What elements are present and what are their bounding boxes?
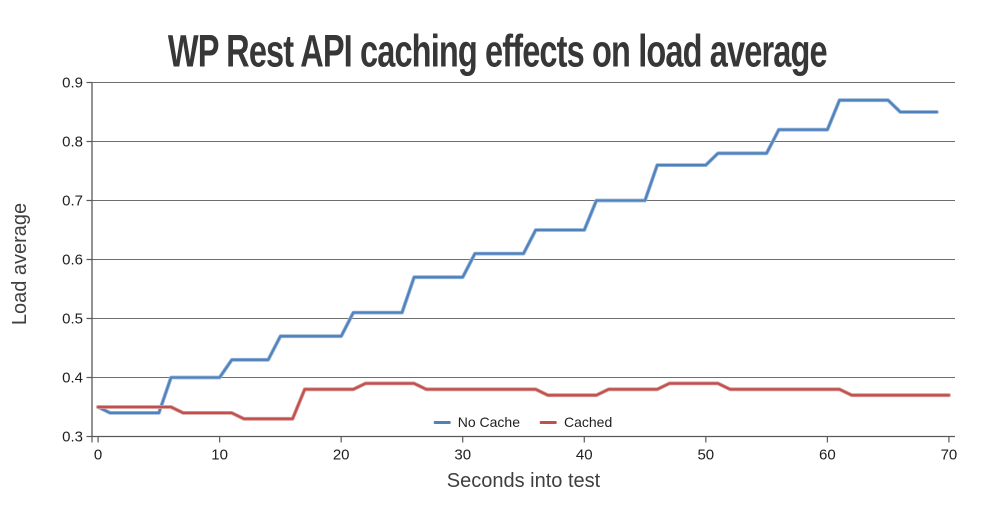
x-tick-label: 20 [333, 447, 350, 464]
chart-title: WP Rest API caching effects on load aver… [0, 26, 995, 77]
y-tick-label: 0.4 [62, 370, 83, 387]
series-line-0 [97, 99, 938, 414]
x-tick-label: 40 [576, 447, 593, 464]
x-tick-label: 30 [454, 447, 471, 464]
legend-item-cached: Cached [540, 414, 612, 430]
y-tick-label: 0.5 [62, 311, 83, 328]
y-tick-label: 0.3 [62, 429, 83, 446]
legend-label: No Cache [457, 414, 520, 430]
legend-item-no-cache: No Cache [433, 414, 520, 430]
y-tick-label: 0.6 [62, 252, 83, 269]
legend-swatch-icon [433, 420, 451, 424]
x-tick-label: 0 [94, 447, 102, 464]
y-tick-label: 0.8 [62, 134, 83, 151]
legend-swatch-icon [540, 420, 557, 424]
chart-title-text: WP Rest API caching effects on load aver… [168, 26, 828, 77]
x-tick-label: 70 [941, 447, 958, 464]
x-axis-title: Seconds into test [446, 470, 601, 492]
series-line-1 [97, 382, 950, 420]
y-tick-label: 0.9 [62, 75, 83, 92]
x-tick-label: 10 [211, 447, 228, 464]
x-tick-label: 60 [819, 447, 836, 464]
x-tick-label: 50 [697, 447, 714, 464]
series-halo-0 [96, 98, 939, 415]
legend: No Cache Cached [433, 414, 612, 430]
y-axis-title: Load average [9, 202, 31, 326]
y-tick-label: 0.7 [62, 193, 83, 210]
legend-label: Cached [564, 414, 613, 430]
